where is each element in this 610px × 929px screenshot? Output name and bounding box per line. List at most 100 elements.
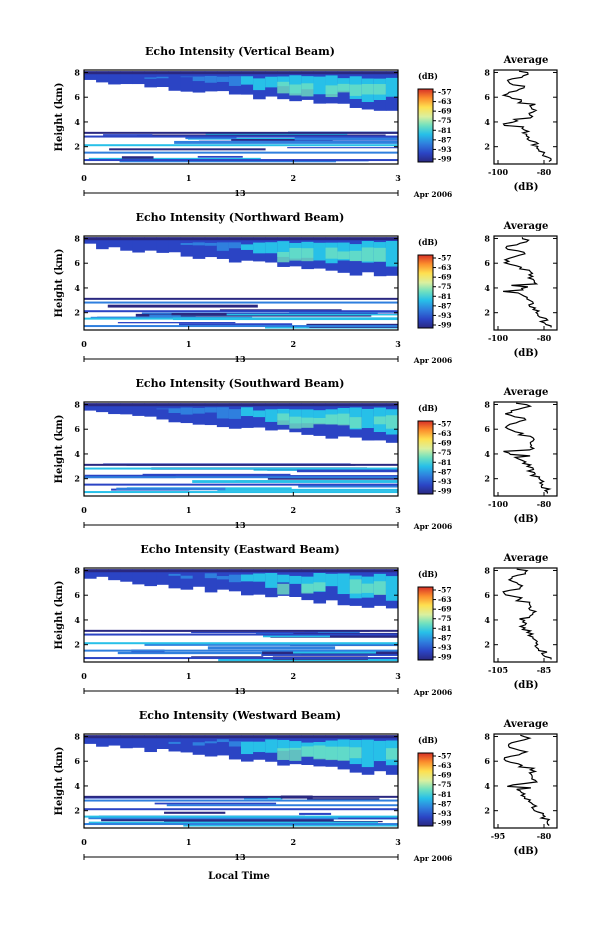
echo-cell [180, 407, 194, 415]
echo-cell [385, 415, 399, 429]
echo-cell [204, 407, 218, 413]
echo-cell [373, 740, 387, 762]
x-tick-label: 2 [291, 671, 297, 681]
echo-cell [349, 250, 363, 262]
echo-cell [96, 403, 109, 413]
echo-cell [96, 569, 109, 577]
panel-2: Echo Intensity (Southward Beam) 2 4 6 8 Heigh… [54, 377, 558, 531]
echo-cell [349, 579, 363, 594]
y-tick-label: 2 [74, 308, 80, 318]
echo-top-edge [84, 569, 398, 573]
echo-streak [84, 808, 398, 811]
echo-cell [385, 748, 399, 760]
colorbar-tick-label: -93 [438, 311, 452, 320]
echo-cell [144, 403, 157, 417]
echo-streak [154, 802, 277, 805]
x-axis-label: Local Time [208, 871, 270, 882]
y-tick-label: 6 [74, 590, 80, 600]
x-tick-label: 2 [291, 339, 297, 349]
echo-cell [313, 76, 327, 95]
echo-cell [241, 574, 254, 582]
echo-streak [191, 631, 318, 634]
echo-streak [84, 815, 398, 818]
avg-title: Average [503, 221, 549, 232]
y-tick-label: 4 [74, 449, 80, 459]
echo-cell [120, 403, 133, 415]
echo-cell [120, 237, 133, 251]
echo-cell [277, 251, 290, 263]
y-axis-label: Height (km) [54, 83, 65, 152]
x-tick-label: 2 [291, 505, 297, 515]
echo-cell [156, 71, 170, 88]
y-axis-label: Height (km) [54, 747, 65, 816]
echo-cell [168, 741, 182, 744]
avg-x-tick-label: -100 [488, 167, 508, 177]
colorbar-tick-label: -63 [438, 429, 452, 438]
echo-cell [265, 242, 278, 254]
echo-cell [96, 237, 109, 250]
echo-cell [108, 71, 121, 85]
echo-streak [205, 133, 348, 135]
echo-cell [168, 408, 182, 414]
colorbar-tick-label: -87 [438, 799, 452, 808]
echo-cell [168, 237, 182, 253]
plot-frame [83, 733, 399, 829]
echo-streak [84, 642, 398, 645]
plot-frame [83, 69, 399, 165]
colorbar-tick-label: -99 [438, 487, 452, 496]
echo-cell [253, 569, 266, 595]
echo-streak [88, 821, 379, 824]
colorbar-unit: (dB) [418, 735, 438, 745]
echo-cell [132, 569, 145, 585]
panel-title: Echo Intensity (Westward Beam) [139, 709, 341, 722]
echo-cell [84, 237, 97, 244]
colorbar-tick-label: -57 [438, 420, 452, 429]
colorbar-tick-label: -93 [438, 809, 452, 818]
echo-cell [313, 417, 327, 425]
avg-y-tick-label: 6 [484, 756, 490, 766]
echo-cell [192, 742, 206, 746]
echo-cell [228, 409, 242, 419]
echo-cell [216, 242, 230, 251]
plot-frame [83, 567, 399, 663]
echo-cell [96, 71, 109, 83]
echo-streak [287, 147, 398, 149]
echo-cell [277, 76, 290, 87]
avg-profile-line [502, 568, 552, 660]
echo-streak [262, 635, 330, 638]
echo-streak [164, 811, 226, 814]
y-axis-label: Height (km) [54, 249, 65, 318]
echo-streak [307, 798, 380, 801]
echo-cell [84, 71, 97, 80]
echo-cell [228, 76, 242, 86]
avg-y-tick-label: 2 [484, 142, 490, 152]
echo-cell [373, 581, 387, 595]
echo-streak [136, 134, 386, 136]
avg-y-tick-label: 4 [484, 781, 490, 791]
avg-y-tick-label: 6 [484, 424, 490, 434]
echo-cell [289, 741, 302, 750]
echo-cell [120, 569, 133, 582]
echo-cell [277, 574, 290, 583]
echo-cell [192, 71, 206, 93]
echo-cell [277, 739, 290, 751]
avg-x-label: (dB) [514, 846, 539, 857]
echo-cell [361, 408, 375, 429]
y-tick-label: 8 [74, 399, 80, 409]
echo-cell [325, 746, 339, 761]
x-tick-label: 2 [291, 837, 297, 847]
colorbar-tick-label: -81 [438, 292, 452, 301]
echo-cell [192, 569, 206, 587]
x-tick-label: 1 [186, 671, 192, 681]
echo-streak [304, 630, 360, 634]
echo-cell [337, 573, 351, 595]
echo-streak [107, 304, 258, 308]
x-tick-label: 0 [81, 505, 87, 515]
panel-title: Echo Intensity (Vertical Beam) [145, 45, 335, 58]
colorbar-tick-label: -75 [438, 614, 452, 623]
echo-cell [253, 410, 266, 418]
echo-cell [216, 739, 230, 743]
echo-cell [144, 569, 157, 587]
echo-cell [228, 237, 242, 263]
avg-y-tick-label: 8 [484, 67, 490, 77]
